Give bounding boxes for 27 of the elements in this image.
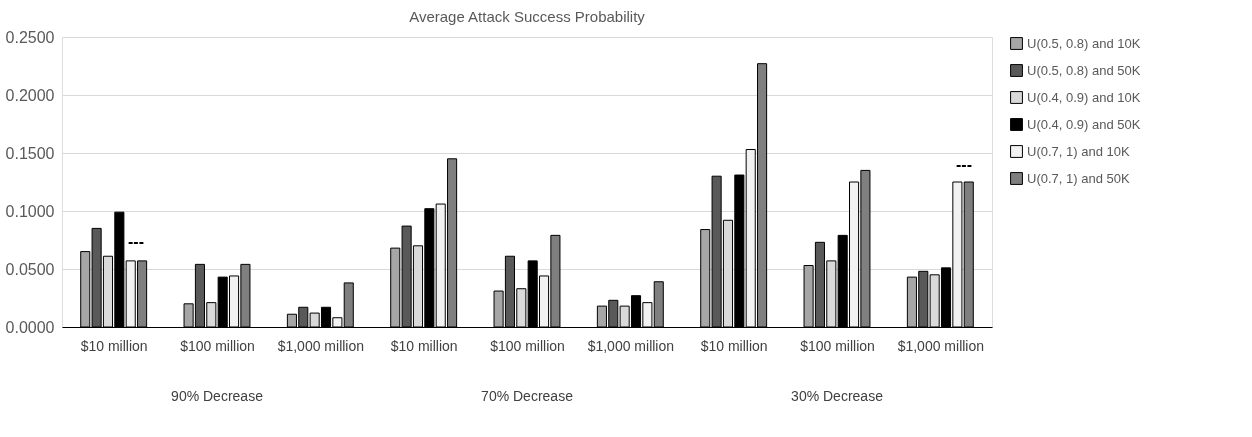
legend-label: U(0.4, 0.9) and 50K <box>1027 116 1141 132</box>
x-tick-label: $100 million <box>490 337 565 354</box>
legend-label: U(0.7, 1) and 50K <box>1027 170 1130 186</box>
x-tick-label: $10 million <box>80 337 148 354</box>
y-tick-label: 0.0500 <box>5 260 55 278</box>
x-tick-label: $1,000 million <box>587 337 675 354</box>
legend-label: U(0.5, 0.8) and 10K <box>1027 35 1141 51</box>
y-tick-label: 0.2500 <box>5 28 55 46</box>
y-tick-label: 0.0000 <box>5 318 55 336</box>
x-tick-label: $1,000 million <box>277 337 365 354</box>
chart-title: Average Attack Success Probability <box>409 8 646 25</box>
y-tick-label: 0.2000 <box>5 86 55 104</box>
x-tick-label: $10 million <box>390 337 458 354</box>
x-tick-label: $10 million <box>700 337 768 354</box>
x-tick-label: $1,000 million <box>897 337 985 354</box>
text: 30% Decrease <box>791 388 884 404</box>
legend-label: U(0.4, 0.9) and 10K <box>1027 89 1141 105</box>
text: 70% Decrease <box>481 388 574 404</box>
y-tick-label: 0.1000 <box>5 202 55 220</box>
annotation: --- <box>956 156 972 173</box>
legend-label: U(0.5, 0.8) and 50K <box>1027 62 1141 78</box>
y-tick-label: 0.1500 <box>5 144 55 162</box>
annotation: --- <box>128 233 144 250</box>
x-tick-label: $100 million <box>800 337 875 354</box>
text: 90% Decrease <box>171 388 264 404</box>
x-tick-label: $100 million <box>180 337 255 354</box>
legend-label: U(0.7, 1) and 10K <box>1027 143 1130 159</box>
